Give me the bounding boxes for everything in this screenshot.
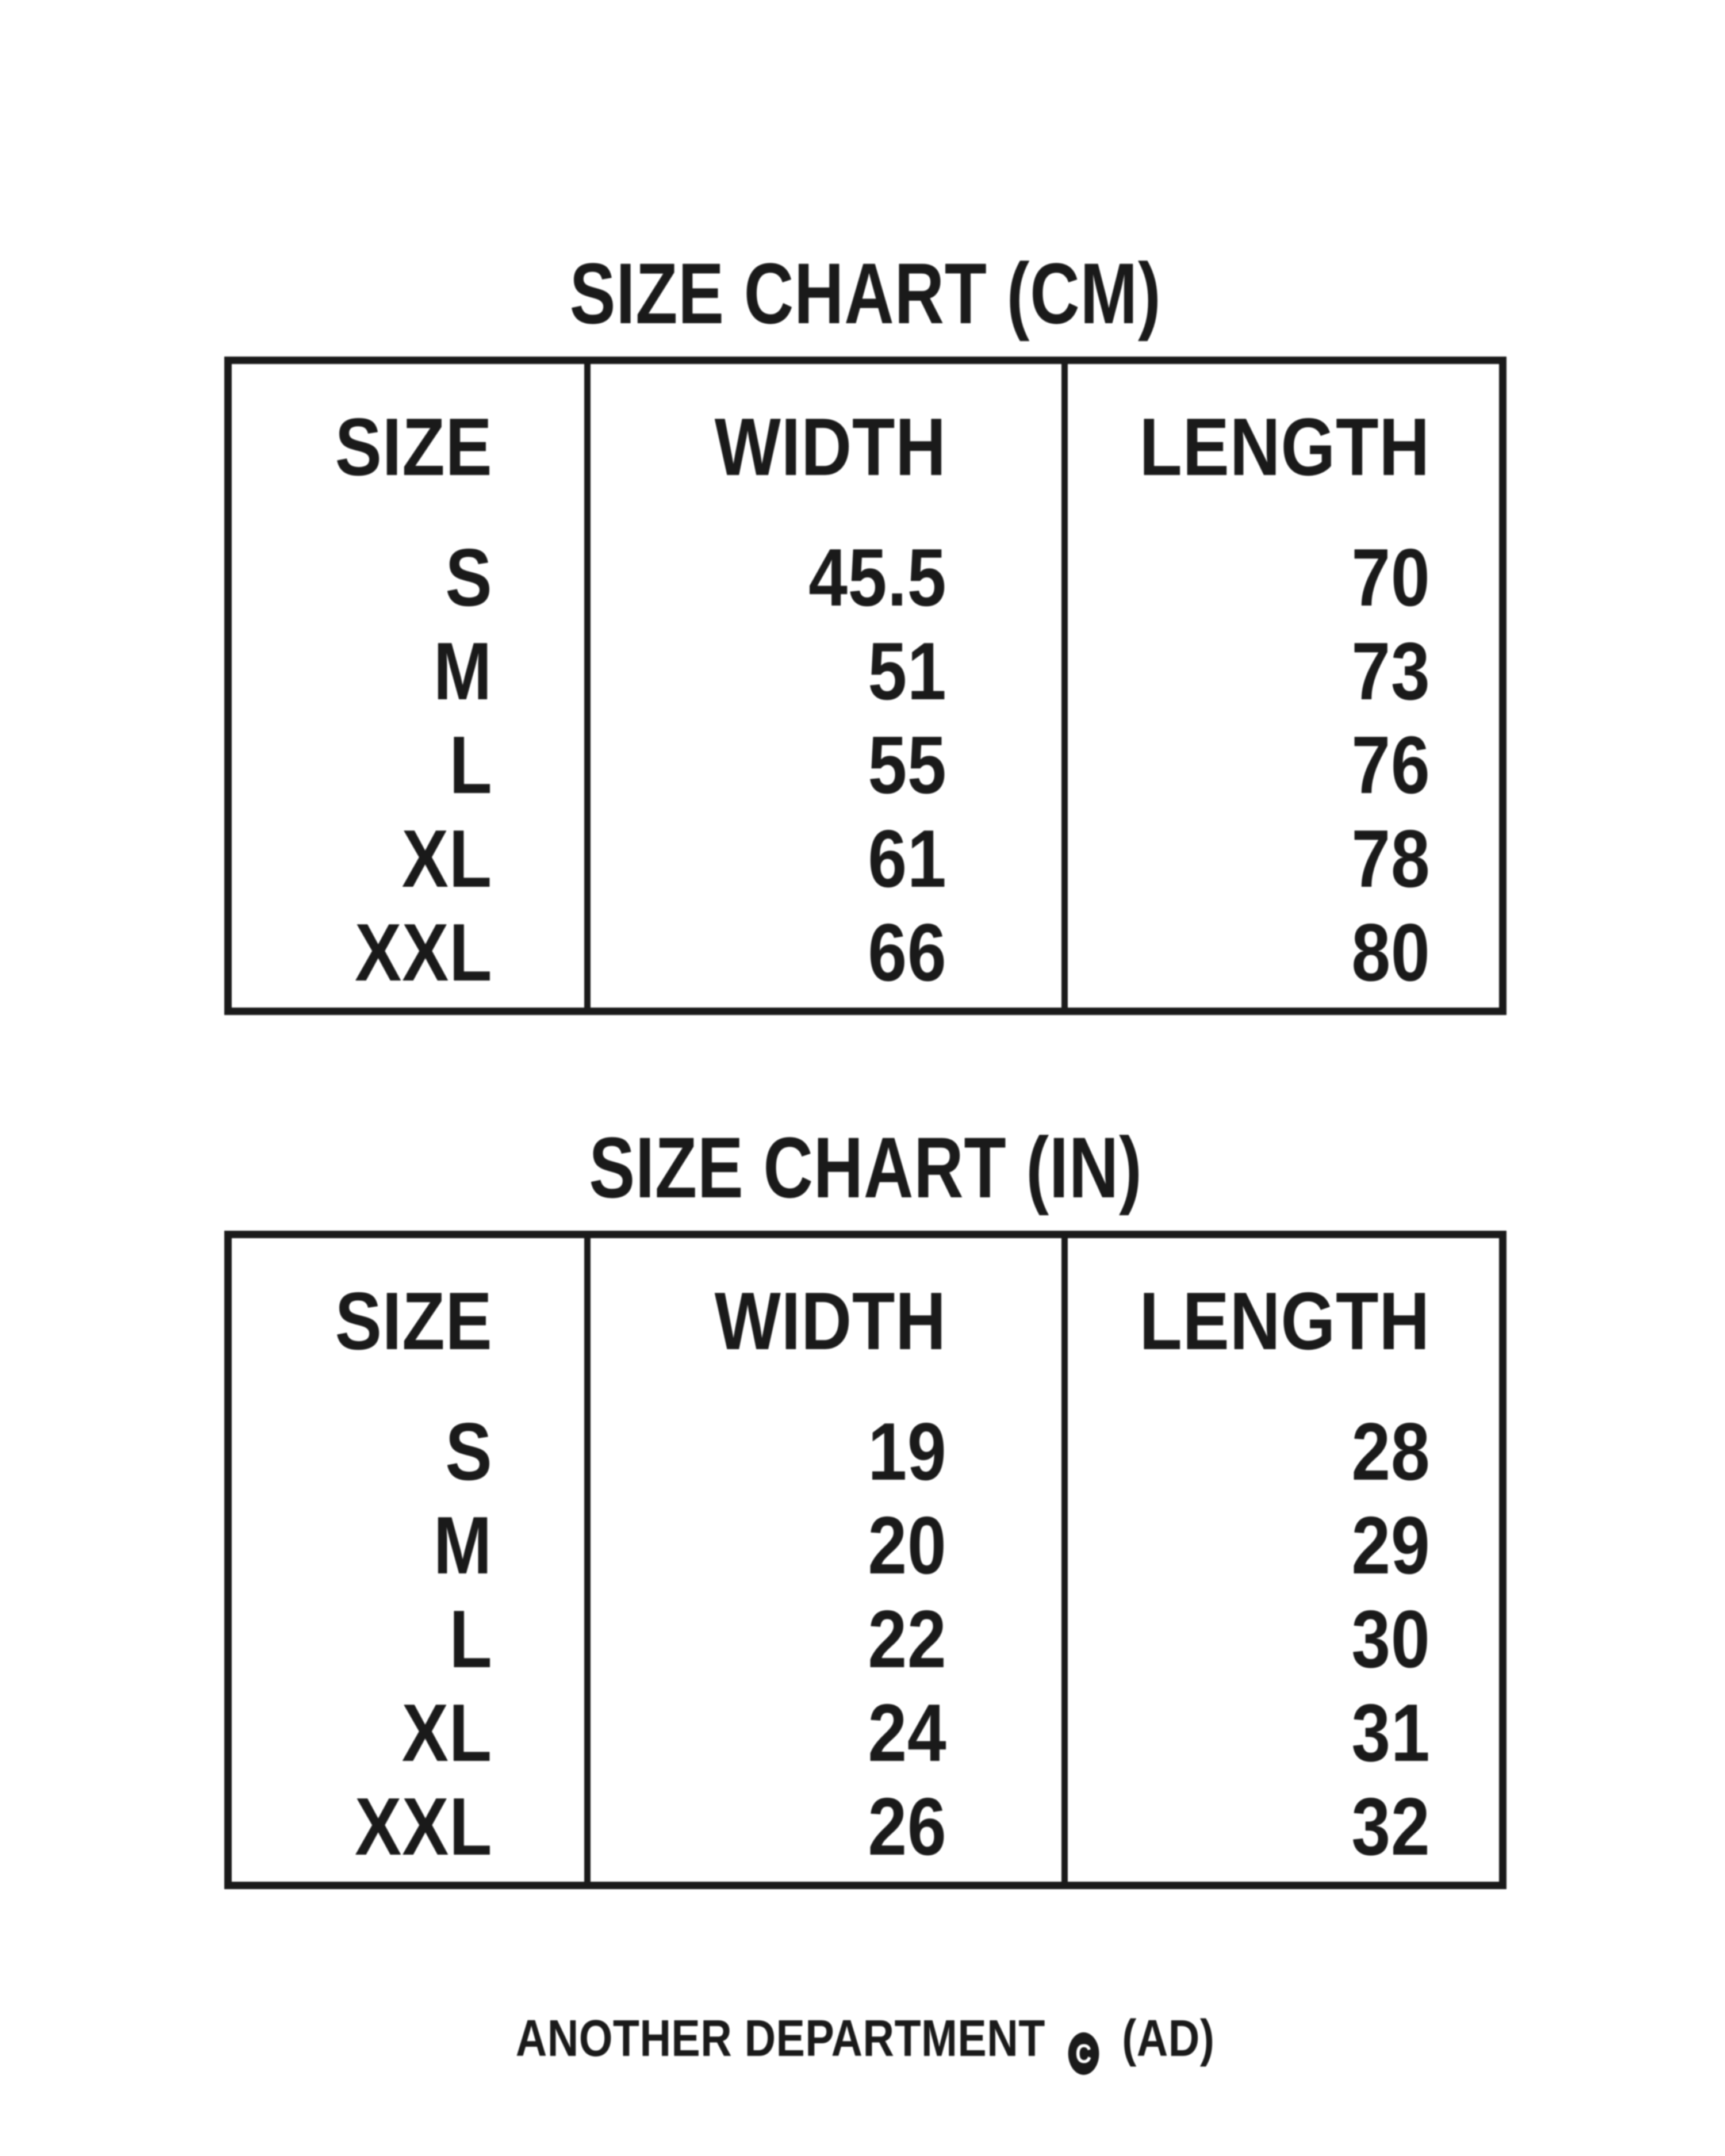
in-column-size: SIZE S M L XL XXL — [232, 1238, 591, 1882]
cell-text: 51 — [867, 625, 946, 717]
in-row-l-width: 22 — [591, 1592, 1061, 1686]
cm-header-size-text: SIZE — [335, 401, 492, 493]
cm-row-xxl-label: XXL — [232, 906, 584, 1000]
cm-header-length: LENGTH — [1068, 364, 1499, 531]
cell-text: 20 — [867, 1499, 946, 1591]
cell-text: 61 — [867, 813, 946, 905]
cm-row-xl-length: 78 — [1068, 812, 1499, 906]
in-row-xxl-length: 32 — [1068, 1780, 1499, 1874]
cell-text: S — [444, 1406, 492, 1498]
cm-row-s-width: 45.5 — [591, 531, 1061, 625]
cm-row-xl-width: 61 — [591, 812, 1061, 906]
in-header-size: SIZE — [232, 1238, 584, 1405]
cell-text: 24 — [867, 1687, 946, 1779]
cell-text: M — [433, 1499, 492, 1591]
cell-text: 78 — [1351, 813, 1430, 905]
cell-text: XXL — [354, 1780, 492, 1872]
cm-header-size: SIZE — [232, 364, 584, 531]
cell-text: 80 — [1351, 906, 1430, 998]
cell-text: 19 — [867, 1406, 946, 1498]
copyright-icon: C — [1068, 2032, 1099, 2075]
in-column-width: WIDTH 19 20 22 24 26 — [591, 1238, 1068, 1882]
cm-row-s-length: 70 — [1068, 531, 1499, 625]
cell-text: 45.5 — [808, 531, 946, 623]
cm-column-size: SIZE S M L XL XXL — [232, 364, 591, 1008]
footer-text: ANOTHER DEPARTMENT C (AD) — [516, 2013, 1215, 2075]
cm-row-s-label: S — [232, 531, 584, 625]
cm-row-l-label: L — [232, 718, 584, 812]
in-header-length-text: LENGTH — [1139, 1276, 1430, 1367]
size-chart-cm-table: SIZE S M L XL XXL WIDTH 45.5 51 55 61 66… — [224, 357, 1506, 1015]
in-row-s-label: S — [232, 1405, 584, 1499]
cm-row-xxl-width: 66 — [591, 906, 1061, 1000]
cm-row-m-length: 73 — [1068, 625, 1499, 718]
size-chart-cm-title: SIZE CHART (CM) — [224, 250, 1506, 336]
copyright-letter: C — [1075, 2039, 1092, 2069]
in-header-length: LENGTH — [1068, 1238, 1499, 1405]
in-row-xxl-label: XXL — [232, 1780, 584, 1874]
in-row-xl-width: 24 — [591, 1686, 1061, 1780]
cm-column-width: WIDTH 45.5 51 55 61 66 — [591, 364, 1068, 1008]
cell-text: 76 — [1351, 719, 1430, 811]
in-column-length: LENGTH 28 29 30 31 32 — [1068, 1238, 1499, 1882]
cell-text: 26 — [867, 1780, 946, 1872]
cell-text: XL — [401, 1687, 492, 1779]
in-row-xl-length: 31 — [1068, 1686, 1499, 1780]
in-row-s-length: 28 — [1068, 1405, 1499, 1499]
in-header-size-text: SIZE — [335, 1276, 492, 1367]
footer-brand-line: ANOTHER DEPARTMENT C (AD) — [224, 2010, 1506, 2075]
cell-text: S — [444, 531, 492, 623]
in-row-m-width: 20 — [591, 1499, 1061, 1592]
footer-brand: ANOTHER DEPARTMENT — [516, 2010, 1046, 2067]
cell-text: L — [448, 1593, 492, 1685]
cell-text: XXL — [354, 906, 492, 998]
cm-row-m-width: 51 — [591, 625, 1061, 718]
cell-text: 66 — [867, 906, 946, 998]
cm-row-xxl-length: 80 — [1068, 906, 1499, 1000]
cm-row-l-width: 55 — [591, 718, 1061, 812]
footer-suffix: (AD) — [1122, 2010, 1215, 2067]
cm-row-m-label: M — [232, 625, 584, 718]
size-chart-in-table: SIZE S M L XL XXL WIDTH 19 20 22 24 26 L… — [224, 1231, 1506, 1889]
cell-text: 29 — [1351, 1499, 1430, 1591]
in-header-width-text: WIDTH — [714, 1276, 946, 1367]
cell-text: 73 — [1351, 625, 1430, 717]
size-chart-cm-title-text: SIZE CHART (CM) — [569, 245, 1162, 342]
cm-row-l-length: 76 — [1068, 718, 1499, 812]
cell-text: 70 — [1351, 531, 1430, 623]
cell-text: M — [433, 625, 492, 717]
in-row-xl-label: XL — [232, 1686, 584, 1780]
size-chart-in-title: SIZE CHART (IN) — [224, 1124, 1506, 1211]
cell-text: 55 — [867, 719, 946, 811]
cm-header-width: WIDTH — [591, 364, 1061, 531]
cell-text: XL — [401, 813, 492, 905]
in-row-s-width: 19 — [591, 1405, 1061, 1499]
cell-text: 32 — [1351, 1780, 1430, 1872]
in-header-width: WIDTH — [591, 1238, 1061, 1405]
in-row-l-label: L — [232, 1592, 584, 1686]
cell-text: L — [448, 719, 492, 811]
cm-column-length: LENGTH 70 73 76 78 80 — [1068, 364, 1499, 1008]
size-chart-in-title-text: SIZE CHART (IN) — [588, 1119, 1143, 1216]
cell-text: 31 — [1351, 1687, 1430, 1779]
cm-header-width-text: WIDTH — [714, 401, 946, 493]
cm-header-length-text: LENGTH — [1139, 401, 1430, 493]
in-row-xxl-width: 26 — [591, 1780, 1061, 1874]
cell-text: 30 — [1351, 1593, 1430, 1685]
in-row-m-label: M — [232, 1499, 584, 1592]
cell-text: 28 — [1351, 1406, 1430, 1498]
cm-row-xl-label: XL — [232, 812, 584, 906]
in-row-l-length: 30 — [1068, 1592, 1499, 1686]
in-row-m-length: 29 — [1068, 1499, 1499, 1592]
cell-text: 22 — [867, 1593, 946, 1685]
